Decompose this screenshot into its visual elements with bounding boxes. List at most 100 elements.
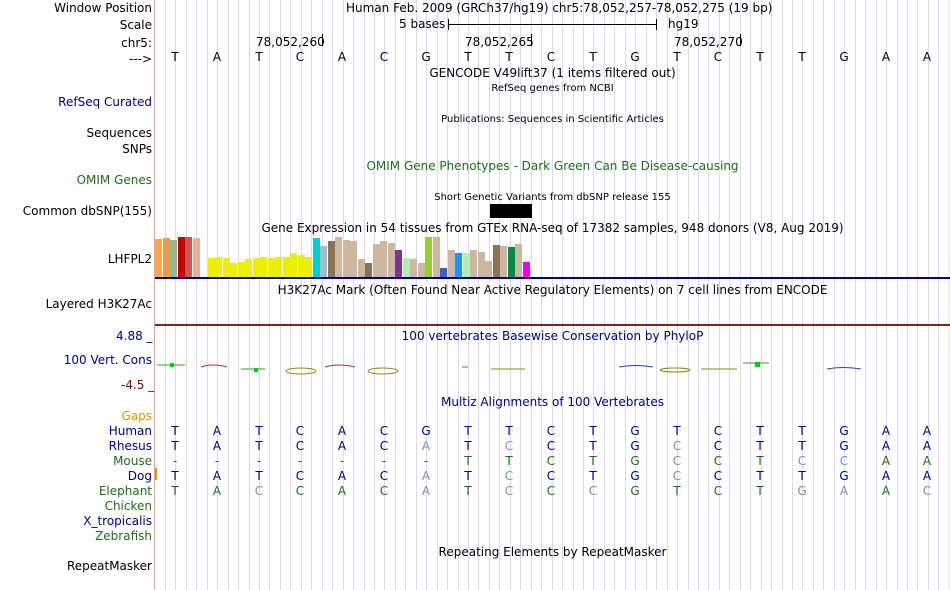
phylop-segment-4 [285,367,317,375]
gtex-tissue-bar[interactable] [320,246,327,277]
gtex-tissue-bar[interactable] [388,243,395,277]
alignment-base: A [212,424,222,438]
grid-line [186,0,187,590]
gtex-tissue-bar[interactable] [463,253,470,277]
gtex-tissue-bar[interactable] [418,263,425,277]
gtex-tissue-bar[interactable] [328,241,335,277]
grid-line [447,0,448,590]
species-label[interactable]: Dog [127,469,152,483]
gtex-gene-label[interactable]: LHFPL2 [107,252,152,266]
gtex-tissue-bar[interactable] [260,257,267,277]
alignment-base: C [713,439,723,453]
sequences-label[interactable]: Sequences [86,126,152,140]
gtex-tissue-bar[interactable] [245,259,252,277]
gtex-tissue-bar[interactable] [433,237,440,277]
gtex-tissue-bar[interactable] [238,262,245,277]
refseq-track-subtitle: RefSeq genes from NCBI [491,83,614,94]
base-letter: A [212,50,222,64]
gtex-tissue-bar[interactable] [403,258,410,277]
gtex-tissue-bar[interactable] [193,238,200,277]
gtex-tissue-bar[interactable] [373,244,380,277]
h3k27ac-track-title[interactable]: H3K27Ac Mark (Often Found Near Active Re… [277,283,828,297]
alignment-base: A [421,469,431,483]
gencode-track-title[interactable]: GENCODE V49lift37 (1 items filtered out) [429,66,676,80]
grid-line [771,0,772,590]
grid-line [677,0,678,590]
alignment-base: G [421,424,431,438]
dbsnp-label[interactable]: Common dbSNP(155) [22,204,152,218]
gtex-tissue-bar[interactable] [298,255,305,277]
gtex-tissue-bar[interactable] [508,247,515,277]
gtex-tissue-bar[interactable] [253,258,260,277]
base-letter: T [505,50,513,64]
gtex-tissue-bar[interactable] [230,263,237,277]
alignment-base: C [713,469,723,483]
gaps-label[interactable]: Gaps [121,409,152,423]
gtex-tissue-bar[interactable] [523,262,530,277]
publications-track-title[interactable]: Publications: Sequences in Scientific Ar… [441,114,664,125]
gtex-tissue-bar[interactable] [208,258,215,277]
species-label[interactable]: Rhesus [108,439,152,453]
phylop-segment-5 [324,364,356,368]
phylop-label[interactable]: 100 Vert. Cons [63,353,152,367]
gtex-tissue-bar[interactable] [215,257,222,277]
gtex-tissue-bar[interactable] [455,253,462,277]
gtex-tissue-bar[interactable] [305,257,312,277]
phylop-segment-6 [367,367,399,375]
alignment-base: C [672,439,682,453]
gtex-tissue-bar[interactable] [343,240,350,277]
gtex-tissue-bar[interactable] [313,238,320,277]
species-label[interactable]: Mouse [113,454,152,468]
phylop-track-title[interactable]: 100 vertebrates Basewise Conservation by… [401,329,704,343]
gtex-tissue-bar[interactable] [178,237,185,277]
gtex-tissue-bar[interactable] [410,259,417,277]
gtex-tissue-bar[interactable] [283,257,290,277]
gtex-tissue-bar[interactable] [440,268,447,277]
scale-bar [448,24,656,25]
gtex-tissue-bar[interactable] [425,237,432,277]
alignment-base: T [756,439,764,453]
repeatmasker-track-title[interactable]: Repeating Elements by RepeatMasker [438,545,667,559]
gtex-tissue-bar[interactable] [493,245,500,277]
gtex-tissue-bar[interactable] [395,250,402,277]
species-label[interactable]: X_tropicalis [83,514,152,528]
species-label[interactable]: Chicken [104,499,152,513]
coord-tick-2 [531,34,532,46]
gtex-tissue-bar[interactable] [485,261,492,277]
gtex-tissue-bar[interactable] [478,252,485,277]
dbsnp-variant-block[interactable] [490,204,532,218]
repeatmasker-label[interactable]: RepeatMasker [66,559,152,573]
refseq-label[interactable]: RefSeq Curated [58,95,152,109]
omim-label[interactable]: OMIM Genes [76,173,152,187]
gtex-tissue-bar[interactable] [185,237,192,277]
gtex-tissue-bar[interactable] [290,253,297,277]
gtex-tissue-bar[interactable] [350,241,357,277]
gtex-tissue-bar[interactable] [358,259,365,277]
gtex-tissue-bar[interactable] [380,241,387,277]
gtex-tissue-bar[interactable] [268,258,275,277]
h3k27ac-label[interactable]: Layered H3K27Ac [45,297,152,311]
scale-value: 5 bases [399,17,446,31]
multiz-track-title[interactable]: Multiz Alignments of 100 Vertebrates [440,395,665,409]
gtex-tissue-bar[interactable] [163,238,170,277]
gtex-tissue-bar[interactable] [365,263,372,277]
omim-track-title[interactable]: OMIM Gene Phenotypes - Dark Green Can Be… [366,159,739,173]
species-label[interactable]: Human [108,424,152,438]
gtex-tissue-bar[interactable] [500,246,507,277]
snps-label[interactable]: SNPs [122,142,152,156]
gtex-track-title[interactable]: Gene Expression in 54 tissues from GTEx … [261,221,844,235]
dbsnp-track-title[interactable]: Short Genetic Variants from dbSNP releas… [434,192,671,203]
gtex-tissue-bar[interactable] [170,240,177,277]
gtex-tissue-bar[interactable] [515,244,522,277]
species-label[interactable]: Elephant [98,484,152,498]
base-letter: T [798,50,806,64]
gtex-tissue-bar[interactable] [335,237,342,277]
alignment-base: A [421,484,431,498]
species-label[interactable]: Zebrafish [95,529,152,543]
gtex-tissue-bar[interactable] [275,257,282,277]
gtex-tissue-bar[interactable] [448,250,455,277]
gtex-tissue-bar[interactable] [155,239,162,277]
gtex-tissue-bar[interactable] [470,250,477,277]
grid-line [583,0,584,590]
gtex-tissue-bar[interactable] [223,258,230,277]
